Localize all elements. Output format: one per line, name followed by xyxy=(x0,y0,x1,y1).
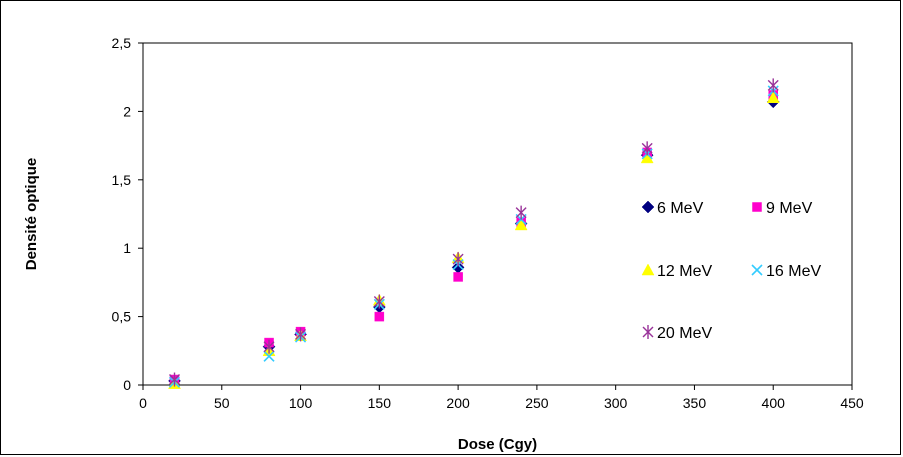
series-16-mev xyxy=(168,85,779,388)
x-tick-label: 200 xyxy=(446,395,470,411)
x-tick-label: 150 xyxy=(368,395,392,411)
data-point xyxy=(452,252,464,267)
data-point xyxy=(767,78,779,93)
x-tick-label: 250 xyxy=(525,395,549,411)
data-point xyxy=(766,91,780,103)
data-point xyxy=(374,311,385,322)
legend-label: 16 MeV xyxy=(766,263,821,280)
series-6-mev xyxy=(168,95,780,388)
legend-item: 16 MeV xyxy=(751,263,821,280)
series-20-mev xyxy=(169,78,779,387)
legend-item: 20 MeV xyxy=(642,325,712,342)
x-tick-label: 450 xyxy=(840,395,864,411)
x-tick-label: 400 xyxy=(762,395,786,411)
x-axis-title: Dose (Cgy) xyxy=(458,436,537,453)
y-tick-label: 1 xyxy=(123,240,131,256)
data-point xyxy=(641,141,653,156)
data-point xyxy=(169,372,181,387)
x-tick-label: 0 xyxy=(139,395,147,411)
y-tick-label: 2,5 xyxy=(112,35,132,51)
data-point xyxy=(295,327,307,342)
legend-marker xyxy=(752,202,762,212)
legend-item: 6 MeV xyxy=(641,200,704,217)
x-tick-label: 100 xyxy=(289,395,313,411)
legend-marker xyxy=(641,263,655,276)
data-point xyxy=(263,350,275,362)
plot-area xyxy=(142,42,853,386)
plot-border xyxy=(142,42,853,386)
data-point xyxy=(263,339,275,354)
legend-label: 12 MeV xyxy=(657,263,712,280)
y-tick-label: 1,5 xyxy=(112,172,132,188)
marker-stroke xyxy=(263,350,275,362)
legend-marker xyxy=(642,325,654,339)
legend-label: 20 MeV xyxy=(657,325,712,342)
legend-item: 12 MeV xyxy=(641,263,712,280)
data-point xyxy=(453,272,463,282)
y-tick-label: 2 xyxy=(123,103,131,119)
legend-label: 6 MeV xyxy=(657,200,704,217)
x-tick-label: 50 xyxy=(214,395,230,411)
marker-stroke xyxy=(751,264,763,276)
data-point xyxy=(515,205,527,220)
data-markers xyxy=(168,78,780,389)
legend-item: 9 MeV xyxy=(752,200,813,217)
data-point xyxy=(514,218,528,231)
legend-marker xyxy=(641,200,655,214)
legend-label: 9 MeV xyxy=(766,200,813,217)
x-tick-label: 350 xyxy=(683,395,707,411)
legend: 6 MeV 9 MeV 12 MeV 16 MeV 20 MeV xyxy=(641,200,821,342)
y-axis-title: Densité optique xyxy=(23,158,40,271)
y-tick-label: 0,5 xyxy=(112,309,132,325)
series-12-mev xyxy=(168,91,780,389)
axes: 0 50 100 150 200 250 300 350 400 450 0 0,5 1 1,5 2 2,5 xyxy=(112,35,864,411)
x-tick-label: 300 xyxy=(604,395,628,411)
legend-marker xyxy=(751,264,763,276)
data-point xyxy=(373,294,385,309)
y-tick-label: 0 xyxy=(123,377,131,393)
